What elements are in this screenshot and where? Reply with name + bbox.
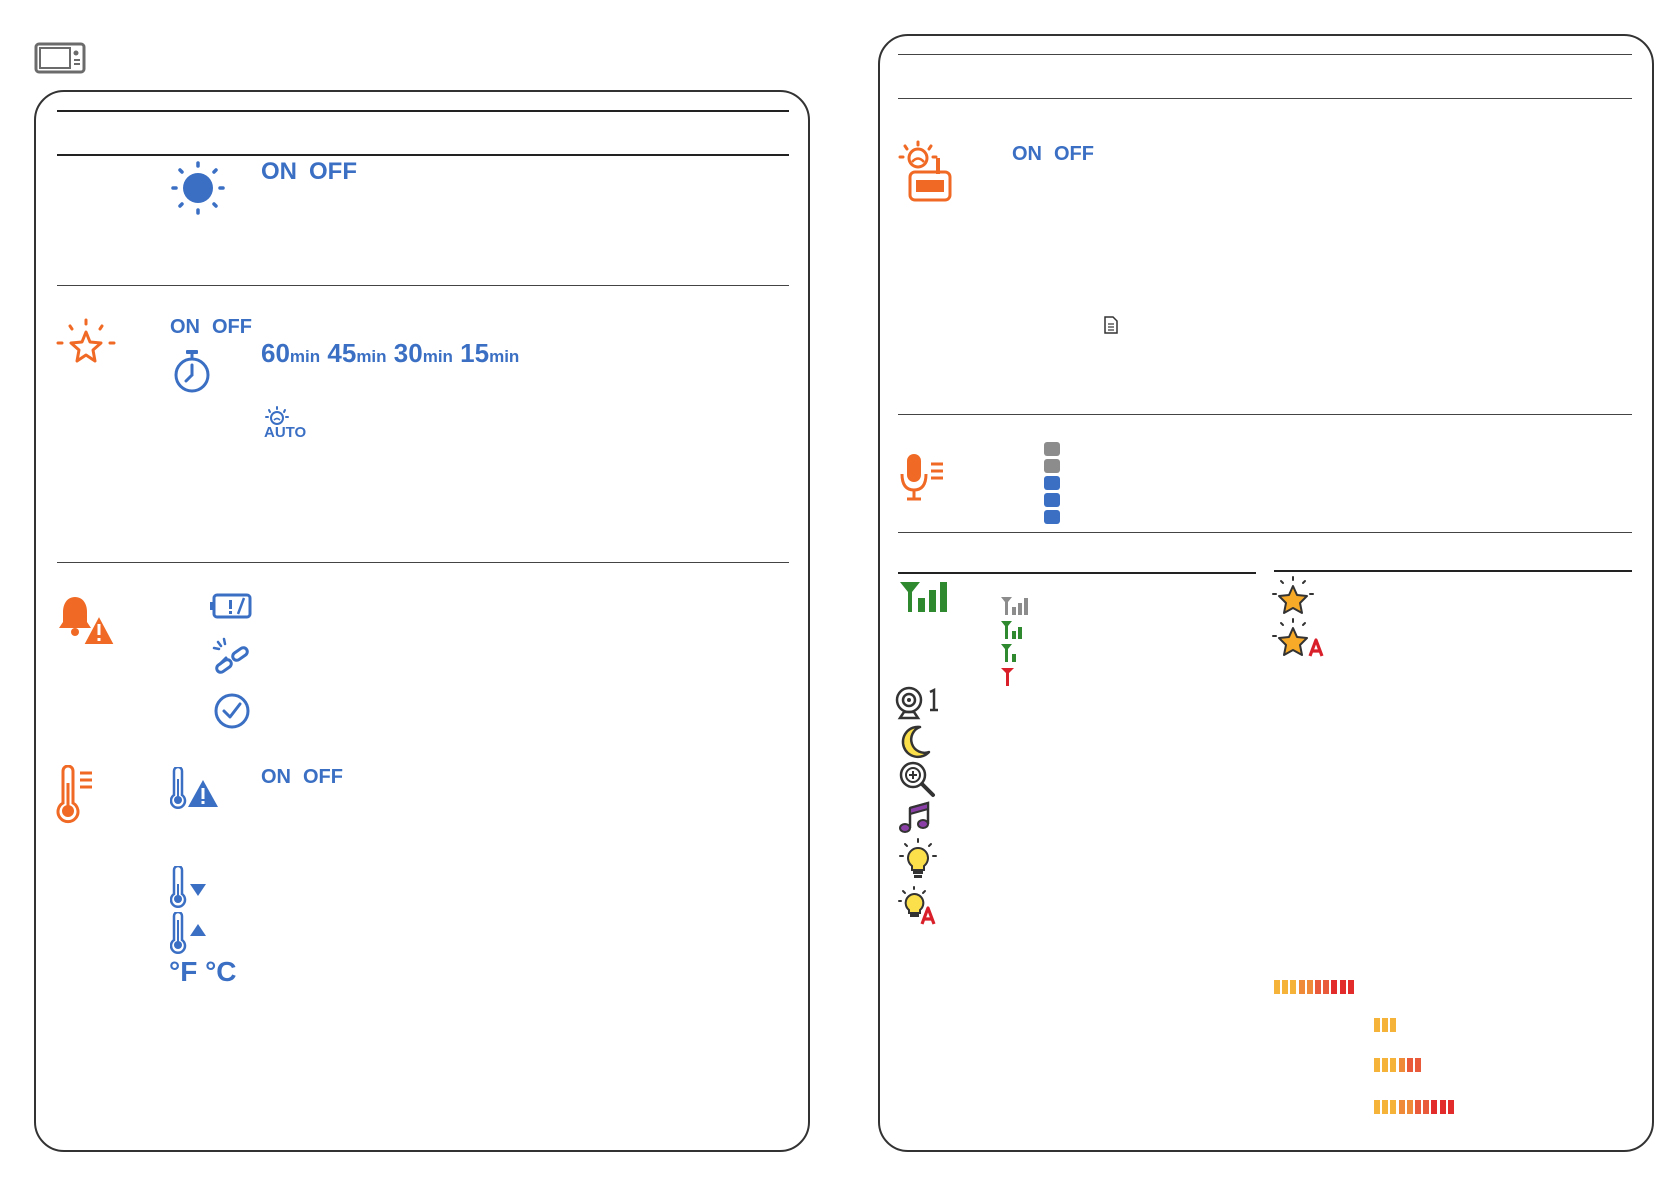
signal-full-gray-icon	[1000, 596, 1032, 616]
lullaby-moon-icon	[898, 724, 932, 760]
mic-level-block	[1044, 442, 1060, 456]
timer-option-15: 15min	[460, 338, 520, 368]
volume-bar-segment	[1382, 1058, 1389, 1072]
signal-none-icon	[1000, 667, 1032, 687]
night-light-star-filled-icon	[1272, 576, 1314, 616]
auto-cry-icon	[264, 406, 290, 426]
divider	[898, 54, 1632, 55]
divider	[57, 562, 789, 563]
timer-option-30: 30min	[393, 338, 453, 368]
temperature-off-label: OFF	[303, 766, 343, 788]
volume-bar-segment	[1374, 1100, 1380, 1114]
connected-check-icon	[213, 692, 251, 730]
divider	[57, 110, 789, 112]
night-light-on-label: ON	[170, 316, 200, 338]
divider	[898, 98, 1632, 99]
camera-switch-icon	[894, 686, 944, 720]
volume-bar-segment	[1374, 1018, 1380, 1032]
volume-bar-segment	[1306, 980, 1313, 994]
divider	[57, 154, 789, 156]
mic-level-block	[1044, 459, 1060, 473]
timer-options: 60min 45min 30min 15min	[261, 338, 519, 369]
volume-bar-segment	[1382, 1018, 1389, 1032]
light-bulb-icon	[898, 838, 938, 882]
divider	[1274, 570, 1632, 572]
fahrenheit-label: °F	[169, 956, 198, 987]
divider	[898, 414, 1632, 415]
temperature-high-icon	[170, 912, 210, 954]
camera-light-off-label: OFF	[1054, 143, 1094, 165]
temperature-on-label: ON	[261, 766, 291, 788]
divider	[57, 285, 789, 286]
mic-level-block	[1044, 476, 1060, 490]
mic-level-block	[1044, 493, 1060, 507]
signal-medium-icon	[1000, 620, 1032, 640]
auto-light-bulb-icon	[898, 886, 938, 926]
volume-bar-segment	[1290, 980, 1297, 994]
timer-option-45: 45min	[327, 338, 387, 368]
camera-night-light-icon	[898, 140, 958, 204]
brightness-off-label: OFF	[309, 158, 357, 185]
disconnected-link-icon	[212, 636, 252, 674]
volume-bar-segment	[1390, 1100, 1397, 1114]
volume-bar-segment	[1447, 1100, 1454, 1114]
volume-bar-segment	[1406, 1100, 1413, 1114]
night-light-auto-star-icon	[1272, 618, 1328, 658]
night-light-star-icon	[56, 318, 116, 368]
volume-bar-segment	[1282, 980, 1289, 994]
timer-stopwatch-icon	[172, 348, 212, 394]
volume-bar-segment	[1382, 1100, 1389, 1114]
alert-bell-warning-icon	[57, 593, 117, 649]
volume-bar-segment	[1274, 980, 1280, 994]
signal-low-icon	[1000, 643, 1032, 663]
volume-bar-segment	[1298, 980, 1305, 994]
volume-bar-segment	[1431, 1100, 1438, 1114]
volume-bar-segment	[1339, 980, 1346, 994]
volume-bar-segment	[1323, 980, 1330, 994]
monitor-device-icon	[34, 42, 86, 74]
microphone-sensitivity-icon	[898, 452, 946, 502]
volume-bar-segment	[1423, 1100, 1430, 1114]
right-settings-panel	[878, 34, 1654, 1152]
music-note-icon	[898, 800, 932, 834]
temperature-unit-selector: °F °C	[169, 956, 237, 988]
night-light-off-label: OFF	[212, 316, 252, 338]
temperature-settings-icon	[56, 765, 96, 825]
volume-bar-segment	[1390, 1018, 1397, 1032]
low-battery-icon	[210, 592, 252, 620]
temperature-low-icon	[170, 866, 210, 908]
divider	[898, 572, 1256, 574]
brightness-on-label: ON	[261, 158, 297, 185]
volume-bar-segment	[1439, 1100, 1446, 1114]
camera-light-on-label: ON	[1012, 143, 1042, 165]
zoom-icon	[898, 760, 936, 798]
volume-bar-segment	[1406, 1058, 1413, 1072]
timer-option-60: 60min	[261, 338, 321, 368]
volume-bar-segment	[1398, 1100, 1405, 1114]
volume-bar-segment	[1390, 1058, 1397, 1072]
celsius-label: °C	[205, 956, 237, 987]
volume-bar-segment	[1415, 1100, 1421, 1114]
divider	[898, 532, 1632, 533]
volume-bar-segment	[1398, 1058, 1405, 1072]
signal-strength-icon	[898, 580, 950, 614]
left-settings-panel	[34, 90, 810, 1152]
volume-bar-segment	[1347, 980, 1354, 994]
volume-bar-segment	[1374, 1058, 1380, 1072]
auto-label: AUTO	[264, 424, 307, 441]
document-icon	[1104, 316, 1118, 334]
temperature-alert-icon	[170, 767, 220, 809]
volume-bar-segment	[1331, 980, 1338, 994]
volume-bar-segment	[1415, 1058, 1421, 1072]
mic-level-block	[1044, 510, 1060, 524]
brightness-sun-icon	[170, 160, 226, 216]
volume-bar-segment	[1315, 980, 1321, 994]
